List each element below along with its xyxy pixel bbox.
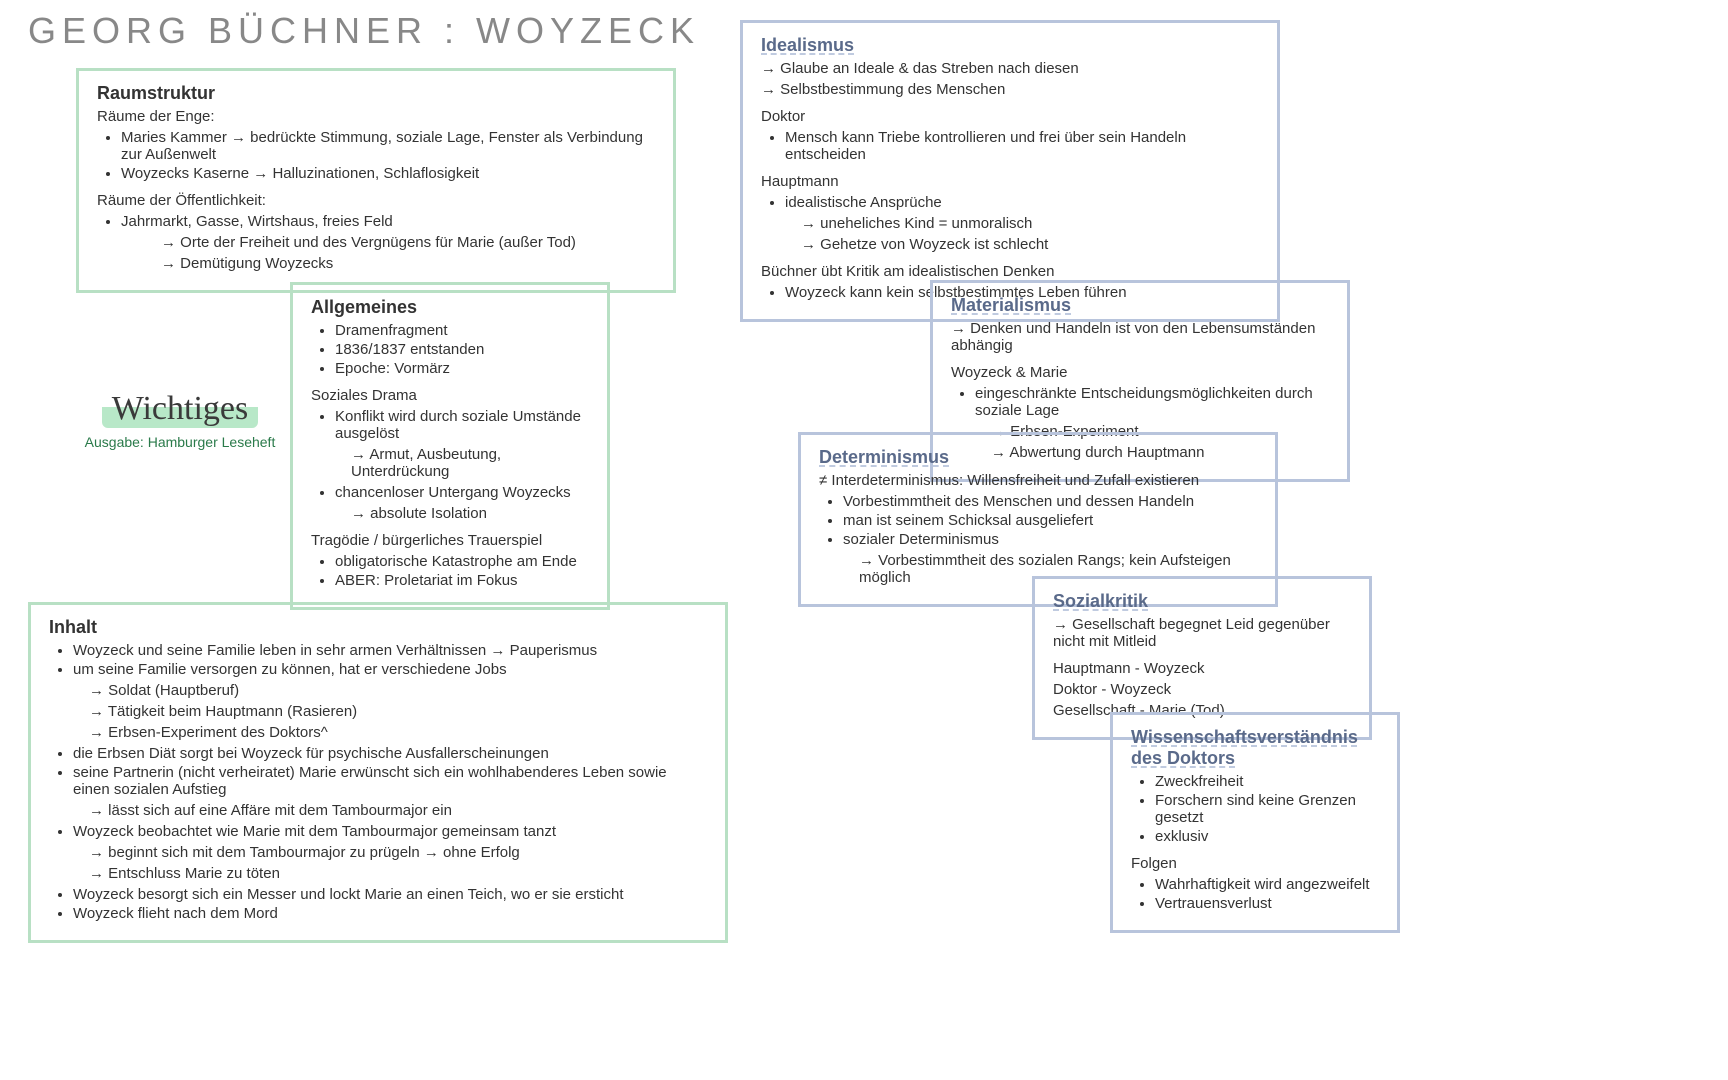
arrow-line: → Soldat (Hauptberuf)	[89, 682, 707, 699]
arrow-line: → lässt sich auf eine Affäre mit dem Tam…	[89, 802, 707, 819]
arrow-line: → Armut, Ausbeutung, Unterdrückung	[351, 446, 589, 480]
list-item: Zweckfreiheit	[1155, 773, 1379, 790]
arrow-line: → beginnt sich mit dem Tambourmajor zu p…	[89, 844, 707, 861]
heading: Inhalt	[49, 617, 707, 638]
list-item: idealistische Ansprüche	[785, 194, 1259, 211]
arrow-line: → Denken und Handeln ist von den Lebensu…	[951, 320, 1329, 354]
list-item: Mensch kann Triebe kontrollieren und fre…	[785, 129, 1259, 163]
list-item: eingeschränkte Entscheidungsmöglichkeite…	[975, 385, 1329, 419]
list-item: Vertrauensverlust	[1155, 895, 1379, 912]
subhead: Doktor	[761, 108, 1259, 125]
heading: Wissenschaftsverständnis des Doktors	[1131, 727, 1379, 769]
list-item: sozialer Determinismus	[843, 531, 1257, 548]
subhead: Tragödie / bürgerliches Trauerspiel	[311, 532, 589, 549]
list-item: Wahrhaftigkeit wird angezweifelt	[1155, 876, 1379, 893]
wichtiges-block: Wichtiges Ausgabe: Hamburger Leseheft	[80, 390, 280, 450]
list-item: Jahrmarkt, Gasse, Wirtshaus, freies Feld	[121, 213, 655, 230]
subhead: Räume der Öffentlichkeit:	[97, 192, 655, 209]
wichtiges-heading: Wichtiges	[102, 390, 258, 428]
text-line: Hauptmann - Woyzeck	[1053, 660, 1351, 677]
list-item: Forschern sind keine Grenzen gesetzt	[1155, 792, 1379, 826]
list-item: um seine Familie versorgen zu können, ha…	[73, 661, 707, 678]
arrow-line: → Orte der Freiheit und des Vergnügens f…	[161, 234, 655, 251]
list-item: Vorbestimmtheit des Menschen und dessen …	[843, 493, 1257, 510]
list-item: Woyzeck und seine Familie leben in sehr …	[73, 642, 707, 659]
arrow-line: → Gesellschaft begegnet Leid gegenüber n…	[1053, 616, 1351, 650]
list-item: Konflikt wird durch soziale Umstände aus…	[335, 408, 589, 442]
list-item: man ist seinem Schicksal ausgeliefert	[843, 512, 1257, 529]
list-item: exklusiv	[1155, 828, 1379, 845]
heading: Idealismus	[761, 35, 1259, 56]
list-item: Woyzeck flieht nach dem Mord	[73, 905, 707, 922]
heading: Allgemeines	[311, 297, 589, 318]
arrow-line: → absolute Isolation	[351, 505, 589, 522]
list-item: Dramenfragment	[335, 322, 589, 339]
arrow-line: → uneheliches Kind = unmoralisch	[801, 215, 1259, 232]
arrow-line: → Gehetze von Woyzeck ist schlecht	[801, 236, 1259, 253]
box-allgemeines: Allgemeines Dramenfragment 1836/1837 ent…	[290, 282, 610, 610]
text-line: Doktor - Woyzeck	[1053, 681, 1351, 698]
arrow-line: ≠ Interdeterminismus: Willensfreiheit un…	[819, 472, 1257, 489]
box-idealismus: Idealismus → Glaube an Ideale & das Stre…	[740, 20, 1280, 322]
list-item: ABER: Proletariat im Fokus	[335, 572, 589, 589]
subhead: Woyzeck & Marie	[951, 364, 1329, 381]
list-item: 1836/1837 entstanden	[335, 341, 589, 358]
heading: Sozialkritik	[1053, 591, 1351, 612]
box-wissenschaft: Wissenschaftsverständnis des Doktors Zwe…	[1110, 712, 1400, 933]
list-item: die Erbsen Diät sorgt bei Woyzeck für ps…	[73, 745, 707, 762]
list-item: Epoche: Vormärz	[335, 360, 589, 377]
box-raumstruktur: Raumstruktur Räume der Enge: Maries Kamm…	[76, 68, 676, 293]
list-item: Woyzeck beobachtet wie Marie mit dem Tam…	[73, 823, 707, 840]
subhead: Räume der Enge:	[97, 108, 655, 125]
subhead: Büchner übt Kritik am idealistischen Den…	[761, 263, 1259, 280]
heading: Materialismus	[951, 295, 1329, 316]
arrow-line: → Entschluss Marie zu töten	[89, 865, 707, 882]
arrow-line: → Selbstbestimmung des Menschen	[761, 81, 1259, 98]
list-item: Maries Kammer → bedrückte Stimmung, sozi…	[121, 129, 655, 163]
subhead: Hauptmann	[761, 173, 1259, 190]
list-item: Woyzeck besorgt sich ein Messer und lock…	[73, 886, 707, 903]
list-item: Woyzecks Kaserne → Halluzinationen, Schl…	[121, 165, 655, 182]
list-item: obligatorische Katastrophe am Ende	[335, 553, 589, 570]
arrow-line: → Tätigkeit beim Hauptmann (Rasieren)	[89, 703, 707, 720]
list-item: seine Partnerin (nicht verheiratet) Mari…	[73, 764, 707, 798]
heading: Determinismus	[819, 447, 1257, 468]
box-inhalt: Inhalt Woyzeck und seine Familie leben i…	[28, 602, 728, 943]
list-item: chancenloser Untergang Woyzecks	[335, 484, 589, 501]
edition-text: Ausgabe: Hamburger Leseheft	[80, 434, 280, 450]
subhead: Folgen	[1131, 855, 1379, 872]
arrow-line: → Erbsen-Experiment des Doktors^	[89, 724, 707, 741]
arrow-line: → Demütigung Woyzecks	[161, 255, 655, 272]
page-title: GEORG BÜCHNER : WOYZECK	[28, 10, 700, 52]
subhead: Soziales Drama	[311, 387, 589, 404]
heading: Raumstruktur	[97, 83, 655, 104]
arrow-line: → Glaube an Ideale & das Streben nach di…	[761, 60, 1259, 77]
